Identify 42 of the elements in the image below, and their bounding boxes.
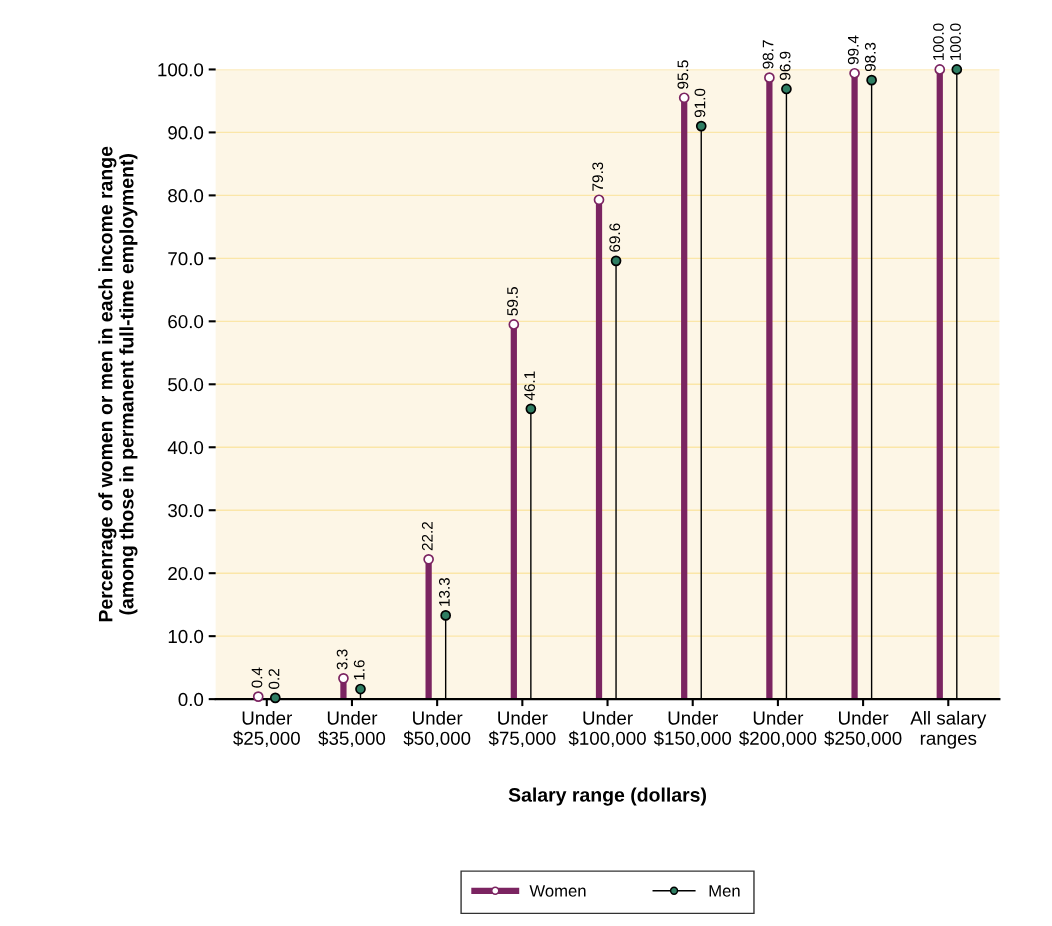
data-label: 0.4 [251, 667, 263, 688]
x-tick-label: Under $75,000 [488, 710, 556, 748]
y-tick-label: 60.0 [168, 315, 204, 329]
data-label: 59.5 [507, 287, 518, 316]
data-label: 95.5 [677, 60, 689, 89]
legend-label: Men [709, 885, 740, 897]
data-label: 0.2 [268, 669, 280, 689]
data-label: 100.0 [950, 23, 961, 60]
y-tick-label: 40.0 [167, 440, 204, 455]
legend-label: Women [529, 885, 586, 897]
data-label: 98.7 [762, 40, 774, 69]
x-axis-title: Salary range (dollars) [508, 787, 706, 806]
data-label: 1.6 [353, 660, 365, 680]
data-label: 13.3 [438, 577, 450, 606]
x-tick-label: Under $150,000 [653, 710, 732, 748]
data-label: 98.3 [864, 42, 876, 72]
data-label: 100.0 [933, 23, 944, 60]
x-tick-label: Under $250,000 [824, 710, 902, 748]
x-tick-label: Under $25,000 [233, 710, 300, 748]
data-label: 22.2 [421, 522, 433, 551]
y-tick-label: 10.0 [168, 629, 204, 644]
y-tick-label: 0.0 [178, 692, 204, 707]
y-axis-title: Percenrage of women or men in each income range (among those in permanent full-time employment) [98, 146, 138, 622]
y-tick-label: 70.0 [168, 252, 204, 266]
y-tick-label: 50.0 [168, 377, 204, 392]
x-tick-label: All salary ranges [910, 710, 987, 749]
y-tick-label: 80.0 [168, 189, 204, 203]
x-tick-label: Under $50,000 [403, 710, 471, 748]
x-tick-label: Under $100,000 [568, 710, 646, 748]
data-label: 99.4 [847, 35, 859, 65]
data-label: 69.6 [609, 223, 621, 252]
data-label: 91.0 [694, 88, 706, 118]
data-label: 3.3 [336, 649, 348, 670]
y-tick-label: 90.0 [168, 126, 204, 140]
x-tick-label: Under $200,000 [739, 710, 817, 748]
data-label: 46.1 [524, 371, 535, 401]
data-label: 96.9 [779, 51, 791, 80]
data-label: 79.3 [592, 162, 604, 191]
y-tick-label: 30.0 [168, 503, 204, 518]
y-tick-label: 100.0 [158, 63, 204, 77]
x-tick-label: Under $35,000 [318, 710, 386, 748]
y-tick-label: 20.0 [168, 566, 204, 581]
